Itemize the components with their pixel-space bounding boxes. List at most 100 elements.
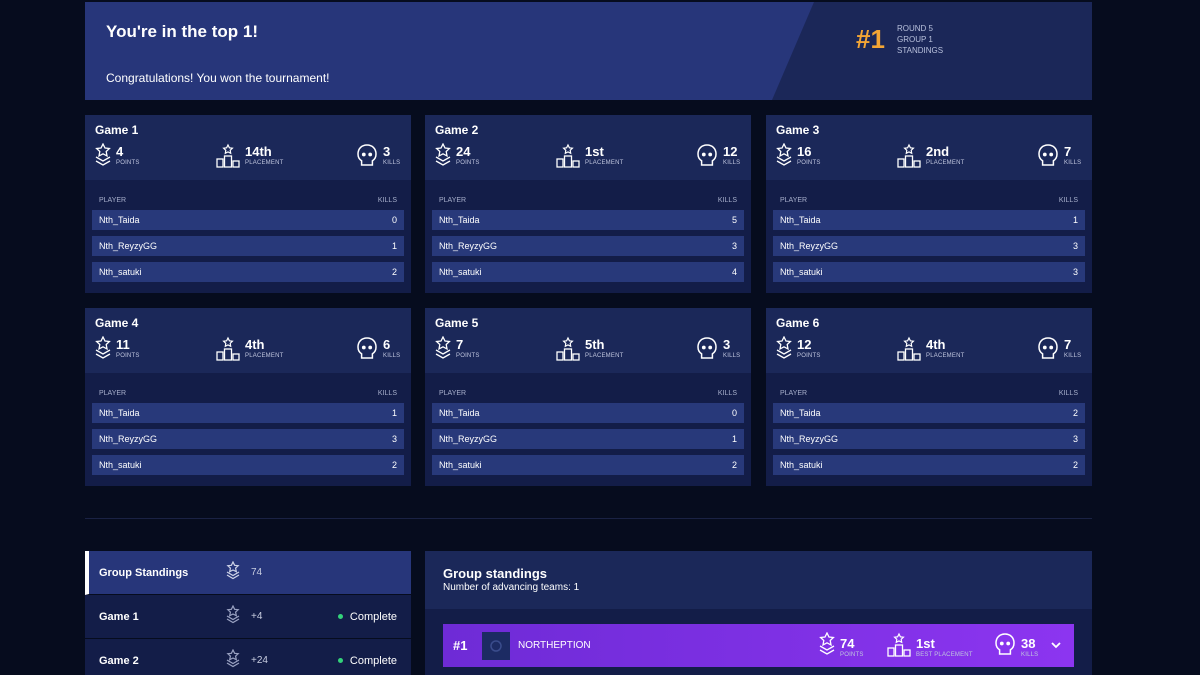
player-row: Nth_satuki 2 [92,455,404,475]
team-placement-value: 1st [916,635,935,651]
player-name: Nth_satuki [99,460,142,470]
player-kills: 1 [1072,215,1078,225]
game-title: Game 2 [435,123,479,137]
player-column-header: PLAYER [439,390,467,397]
player-kills: 3 [731,241,737,251]
sidebar-item-title: Game 1 [99,610,139,623]
status-badge: Complete [337,611,397,623]
skull-icon [1036,143,1060,169]
kills-column-header: KILLS [377,197,397,204]
placement-label: PLACEMENT [585,353,624,359]
player-kills: 1 [731,434,737,444]
kills-label: KILLS [723,353,741,359]
points-icon [434,143,452,169]
points-label: POINTS [797,160,821,166]
points-icon [225,648,245,672]
player-name: Nth_Taida [780,215,821,225]
rank-details: ROUND 5 GROUP 1 STANDINGS [897,23,943,56]
placement-value: 4th [926,337,946,352]
player-kills: 0 [391,215,397,225]
placement-stat: 4th PLACEMENT [896,336,964,362]
game-card-header: Game 2 24 POINTS 1st PLACEMENT 12 KILLS [425,115,751,180]
player-name: Nth_Taida [439,408,480,418]
player-name: Nth_satuki [780,460,823,470]
game-title: Game 1 [95,123,139,137]
group-standings-panel: Group standings Number of advancing team… [425,551,1092,675]
placement-stat: 5th PLACEMENT [555,336,623,362]
player-kills: 3 [1072,267,1078,277]
advancing-teams-text: Number of advancing teams: 1 [443,582,580,593]
points-icon [818,631,836,663]
skull-icon [355,143,379,169]
sidebar-item-game-2[interactable]: Game 2 +24 Complete [85,639,411,675]
points-value: 12 [797,337,812,352]
kills-label: KILLS [1064,353,1082,359]
player-row: Nth_Taida 5 [432,210,744,230]
best-placement-label: BEST PLACEMENT [916,651,973,658]
player-name: Nth_ReyzyGG [99,241,158,251]
podium-icon [555,143,581,169]
player-name: Nth_Taida [99,408,140,418]
player-kills: 3 [1072,434,1078,444]
placement-label: PLACEMENT [585,160,624,166]
placement-label: PLACEMENT [245,353,284,359]
game-card: Game 4 11 POINTS 4th PLACEMENT 6 KILLS PLAY… [85,308,411,486]
kills-value: 6 [383,337,391,352]
player-name: Nth_satuki [780,267,823,277]
game-card-header: Game 1 4 POINTS 14th PLACEMENT 3 KILLS [85,115,411,180]
round-label: ROUND 5 [897,24,934,33]
player-row: Nth_ReyzyGG 1 [432,429,744,449]
game-title: Game 6 [776,316,820,330]
team-rank: #1 [453,638,468,653]
game-title: Game 4 [95,316,139,330]
points-value: 16 [797,144,812,159]
team-placement-stat: 1st BEST PLACEMENT [886,632,973,663]
banner-rank-panel [772,2,1092,100]
points-value: 7 [456,337,464,352]
player-kills: 2 [1072,460,1078,470]
skull-icon [993,632,1017,663]
kills-column-header: KILLS [1058,390,1078,397]
points-icon [225,604,245,628]
game-card-header: Game 5 7 POINTS 5th PLACEMENT 3 KILLS [425,308,751,373]
status-dot-icon [337,614,343,619]
podium-icon [215,143,241,169]
sidebar-item-group-standings[interactable]: Group Standings 74 [85,551,411,595]
placement-value: 1st [585,144,604,159]
placement-label: PLACEMENT [926,160,965,166]
chevron-down-icon[interactable] [1050,638,1062,656]
player-row: Nth_Taida 1 [92,403,404,423]
team-kills-stat: 38 KILLS [993,632,1038,663]
sidebar-item-game-1[interactable]: Game 1 +4 Complete [85,595,411,639]
game-title: Game 5 [435,316,479,330]
skull-icon [1036,336,1060,362]
points-label: POINTS [456,160,480,166]
player-row: Nth_satuki 3 [773,262,1085,282]
placement-label: PLACEMENT [245,160,284,166]
team-logo-icon [482,631,510,660]
section-divider [85,518,1092,519]
player-table-header: PLAYER KILLS [425,373,751,403]
kills-value: 12 [723,144,738,159]
skull-icon [355,336,379,362]
player-kills: 3 [391,434,397,444]
points-label: POINTS [797,353,821,359]
group-label: GROUP 1 [897,35,933,44]
player-kills: 4 [731,267,737,277]
kills-stat: 6 KILLS [355,336,400,362]
points-stat: 11 POINTS [94,336,140,362]
team-row[interactable]: #1 NORTHEPTION 74 POINTS 1st BEST PLACEMEN… [443,624,1074,667]
player-name: Nth_satuki [439,267,482,277]
player-kills: 2 [391,460,397,470]
kills-label: KILLS [383,353,401,359]
kills-column-header: KILLS [1058,197,1078,204]
placement-stat: 2nd PLACEMENT [896,143,964,169]
kills-column-header: KILLS [377,390,397,397]
player-row: Nth_ReyzyGG 3 [773,429,1085,449]
player-row: Nth_ReyzyGG 3 [773,236,1085,256]
player-kills: 5 [731,215,737,225]
player-row: Nth_Taida 0 [432,403,744,423]
player-name: Nth_Taida [99,215,140,225]
points-icon [94,143,112,169]
placement-value: 14th [245,144,272,159]
